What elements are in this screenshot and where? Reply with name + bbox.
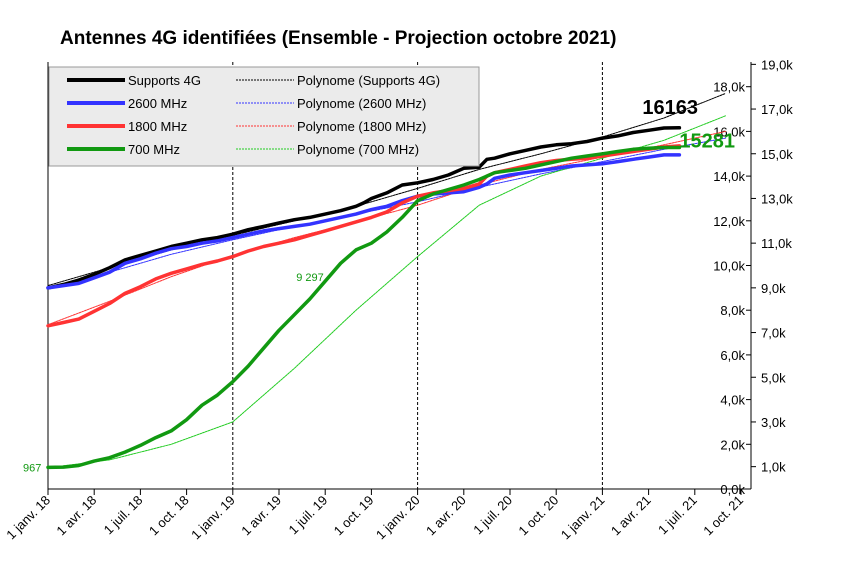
legend-label: 2600 MHz (128, 96, 187, 111)
series-line-700-mhz (46, 145, 682, 470)
legend: Supports 4G 2600 MHz 1800 MHz 700 MHz Polyno… (48, 66, 480, 167)
x-tick-label: 1 oct. 20 (515, 493, 561, 539)
y-tick-label-inner: 0,0k (720, 482, 745, 497)
legend-label-trend: Polynome (700 MHz) (297, 142, 419, 157)
y-tick-label-outer: 3,0k (761, 415, 786, 430)
chart-title: Antennes 4G identifiées (Ensemble - Proj… (60, 28, 616, 49)
legend-label-trend: Polynome (Supports 4G) (297, 73, 440, 88)
legend-label: 1800 MHz (128, 119, 187, 134)
data-label: 15281 (679, 130, 735, 152)
y-tick-label-inner: 12,0k (713, 214, 745, 229)
y-tick-label-outer: 17,0k (761, 102, 793, 117)
legend-label: 700 MHz (128, 142, 180, 157)
series-line-polynome-700-mhz (47, 115, 727, 469)
x-tick-label: 1 juil. 21 (655, 493, 700, 538)
series-line-supports-4g (46, 126, 682, 290)
data-label: 16163 (642, 97, 698, 119)
y-tick-label-outer: 19,0k (761, 57, 793, 72)
y-tick-label-inner: 18,0k (713, 80, 745, 95)
x-tick-label: 1 janv. 19 (188, 493, 238, 543)
x-tick-label: 1 janv. 21 (558, 493, 608, 543)
legend-label: Supports 4G (128, 73, 201, 88)
x-tick-label: 1 avr. 18 (53, 493, 99, 539)
y-tick-label-outer: 11,0k (761, 236, 792, 251)
series-line-1800-mhz (46, 144, 682, 328)
x-tick-label: 1 avr. 20 (423, 493, 469, 539)
y-tick-label-inner: 14,0k (713, 169, 745, 184)
y-tick-label-inner: 6,0k (720, 348, 745, 363)
y-tick-label-inner: 4,0k (720, 393, 745, 408)
legend-label-trend: Polynome (1800 MHz) (297, 119, 426, 134)
x-tick-label: 1 oct. 19 (331, 493, 377, 539)
x-tick-label: 1 oct. 21 (700, 493, 746, 539)
y-tick-label-outer: 1,0k (761, 460, 786, 475)
series-layer (46, 92, 727, 470)
x-tick-label: 1 juil. 20 (470, 493, 515, 538)
annotations: 16163 15281 9 297 967 (23, 97, 735, 475)
data-label: 967 (23, 462, 41, 474)
y-tick-label-outer: 15,0k (761, 147, 793, 162)
x-tick-label: 1 avr. 19 (238, 493, 284, 539)
x-tick-label: 1 juil. 18 (101, 493, 146, 538)
x-tick-label: 1 janv. 20 (373, 493, 423, 543)
y-tick-label-inner: 10,0k (713, 259, 745, 274)
x-tick-label: 1 juil. 19 (285, 493, 330, 538)
y-tick-label-outer: 5,0k (761, 370, 786, 385)
y-tick-label-inner: 8,0k (720, 303, 745, 318)
x-tick-label: 1 avr. 21 (608, 493, 654, 539)
legend-label-trend: Polynome (2600 MHz) (297, 96, 426, 111)
x-tick-label: 1 janv. 18 (3, 493, 53, 543)
x-tick-label: 1 oct. 18 (146, 493, 192, 539)
y-tick-label-inner: 2,0k (720, 437, 745, 452)
y-tick-label-outer: 7,0k (761, 326, 786, 341)
y-tick-label-inner: 16,0k (713, 124, 745, 139)
series-line-2600-mhz (46, 153, 682, 290)
data-label: 9 297 (296, 272, 324, 284)
y-tick-label-outer: 13,0k (761, 191, 793, 206)
y-tick-label-outer: 9,0k (761, 281, 786, 296)
